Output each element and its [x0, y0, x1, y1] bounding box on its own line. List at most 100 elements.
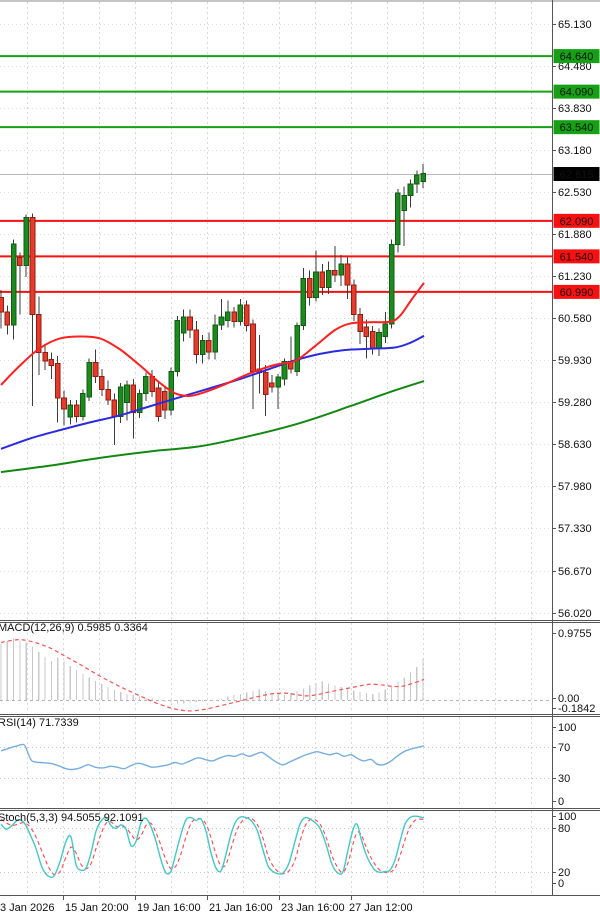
- price-axis-label: 65.130: [558, 19, 592, 31]
- price-axis-label: 56.020: [558, 608, 592, 620]
- bear-candle: [231, 311, 237, 323]
- candles[interactable]: [0, 163, 426, 445]
- bear-candle: [111, 399, 118, 418]
- stoch-indicator-label: Stoch(5,3,3) 94.5055 92.1091: [0, 812, 144, 824]
- svg-text:63.540: 63.540: [560, 122, 594, 134]
- moving-averages: [0, 282, 425, 474]
- bull-candle: [376, 332, 382, 349]
- macd-axis-label: 0.9755: [558, 628, 592, 640]
- bull-candle: [136, 392, 143, 414]
- price-axis-label: 57.330: [558, 523, 592, 535]
- price-axis[interactable]: 65.130 64.480 63.830 63.180 62.530 61.880 61.2…: [552, 0, 600, 896]
- svg-text:62.815: 62.815: [560, 169, 594, 181]
- price-axis-label: 58.630: [558, 439, 592, 451]
- bull-candle: [80, 392, 86, 418]
- macd-panel: [0, 638, 425, 712]
- bear-candle: [105, 388, 111, 401]
- bull-candle: [407, 183, 414, 197]
- bear-candle: [344, 263, 351, 286]
- macd-signal-line: [0, 639, 425, 712]
- bull-candle: [212, 324, 218, 353]
- bear-candle: [42, 352, 48, 362]
- time-axis-label: 21 Jan 16:00: [209, 902, 273, 914]
- svg-text:60.990: 60.990: [560, 287, 594, 299]
- bear-candle: [243, 304, 250, 326]
- current-price-tag: 62.815: [553, 167, 600, 181]
- bull-candle: [401, 195, 407, 211]
- bear-candle: [130, 384, 137, 414]
- bear-candle: [99, 376, 105, 390]
- bear-candle: [36, 314, 42, 354]
- time-axis-label: 19 Jan 16:00: [137, 902, 201, 914]
- bull-candle: [294, 324, 300, 372]
- time-axis[interactable]: 3 Jan 2026 15 Jan 20:00 19 Jan 16:00 21 Jan…: [0, 896, 413, 914]
- stoch-k-line: [0, 815, 425, 879]
- stoch-axis-label: 0: [558, 878, 564, 890]
- bear-candle: [363, 326, 370, 337]
- bull-candle: [180, 316, 187, 334]
- bear-candle: [29, 217, 36, 316]
- stoch-axis-label: 100: [558, 811, 576, 823]
- price-axis-label: 60.580: [558, 313, 592, 325]
- bear-candle: [54, 363, 61, 399]
- bull-candle: [23, 217, 29, 266]
- resistance-price-tag: 64.090: [553, 84, 600, 99]
- bull-candle: [124, 384, 130, 403]
- rsi-panel: [0, 743, 425, 771]
- bull-candle: [420, 173, 426, 182]
- stoch-panel: [0, 815, 425, 879]
- time-axis-label: 23 Jan 16:00: [281, 902, 345, 914]
- bull-candle: [218, 316, 225, 326]
- bear-candle: [73, 404, 80, 418]
- bull-candle: [199, 339, 206, 356]
- bear-candle: [92, 361, 99, 378]
- price-axis-label: 62.530: [558, 187, 592, 199]
- bear-candle: [17, 257, 23, 266]
- rsi-axis-label: 30: [558, 773, 570, 785]
- bear-candle: [187, 316, 193, 331]
- price-axis-label: 59.280: [558, 397, 592, 409]
- ma-green-line: [0, 380, 425, 474]
- bull-candle: [388, 244, 395, 325]
- price-axis-label: 64.480: [558, 61, 592, 73]
- bear-candle: [369, 330, 376, 349]
- bull-candle: [67, 404, 74, 418]
- stoch-axis-label: 80: [558, 823, 570, 835]
- level-lines[interactable]: [0, 55, 552, 293]
- time-axis-label: 3 Jan 2026: [0, 902, 54, 914]
- bull-candle: [225, 311, 231, 321]
- svg-text:64.640: 64.640: [560, 51, 594, 63]
- bear-candle: [0, 297, 4, 313]
- bear-candle: [48, 359, 55, 367]
- bear-candle: [61, 397, 67, 410]
- support-price-tag: 62.090: [553, 213, 600, 228]
- panel-separators: [0, 0, 600, 896]
- grid: [0, 2, 552, 894]
- rsi-axis-label: 70: [558, 742, 570, 754]
- ma-blue-line: [0, 334, 425, 450]
- bull-candle: [10, 243, 17, 326]
- bear-candle: [4, 311, 11, 326]
- time-axis-label: 27 Jan 12:00: [349, 902, 413, 914]
- bull-candle: [86, 361, 93, 398]
- bear-candle: [193, 329, 200, 356]
- bull-candle: [382, 323, 389, 337]
- bear-candle: [250, 323, 256, 372]
- price-axis-label: 61.880: [558, 229, 592, 241]
- resistance-price-tag: 63.540: [553, 120, 600, 135]
- bull-candle: [275, 376, 281, 388]
- bear-candle: [206, 339, 212, 353]
- macd-axis-label: 0.00: [558, 693, 579, 705]
- resistance-price-tag: 64.640: [553, 49, 600, 64]
- price-axis-label: 63.830: [558, 103, 592, 115]
- price-axis-label: 63.180: [558, 145, 592, 157]
- bear-candle: [351, 284, 357, 316]
- bull-candle: [143, 376, 149, 394]
- time-axis-label: 15 Jan 20:00: [65, 902, 129, 914]
- bull-candle: [281, 361, 288, 380]
- svg-text:61.540: 61.540: [560, 251, 594, 263]
- stoch-axis-label: 20: [558, 867, 570, 879]
- svg-text:62.090: 62.090: [560, 216, 594, 228]
